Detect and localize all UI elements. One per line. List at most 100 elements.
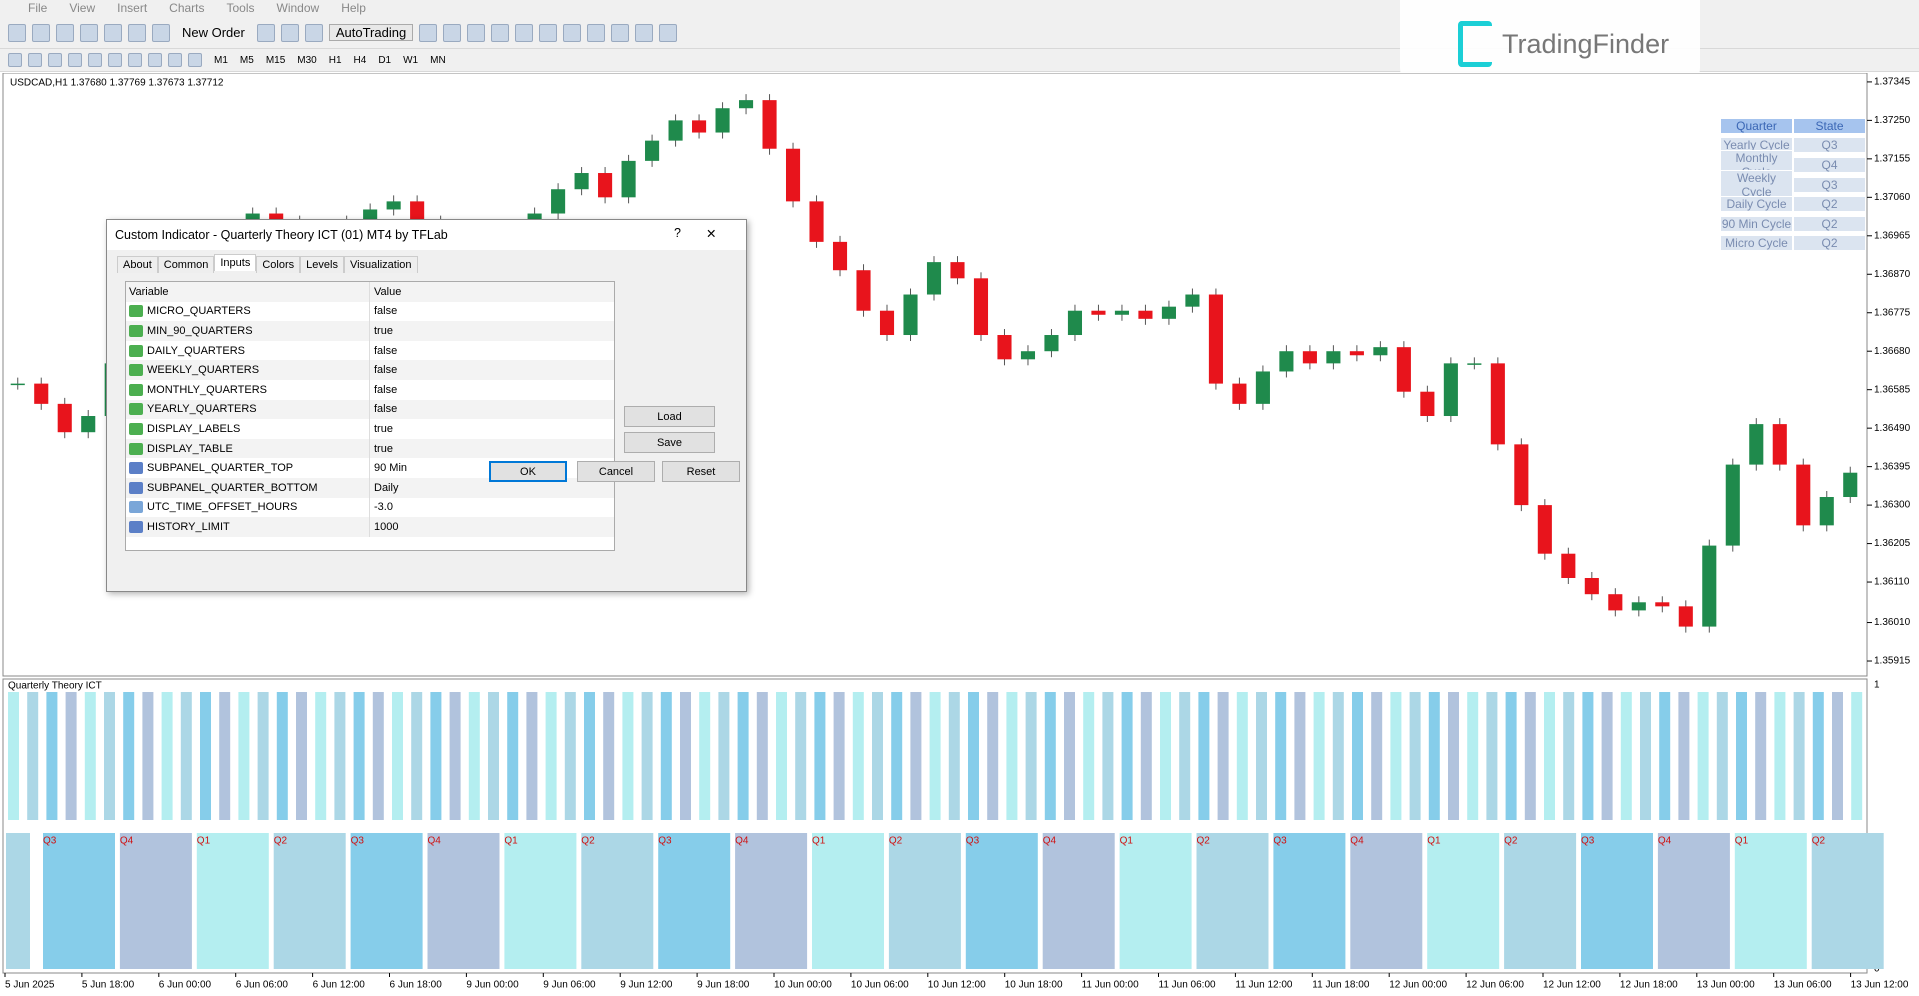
icon[interactable] — [8, 53, 22, 67]
input-value[interactable]: 90 Min — [374, 462, 408, 475]
menu-item[interactable]: Insert — [117, 1, 148, 15]
timeframe-button[interactable]: M15 — [265, 54, 286, 66]
icon[interactable] — [256, 23, 275, 42]
quarter-label: Q2 — [1812, 836, 1826, 847]
input-row[interactable]: MIN_90_QUARTERS true — [126, 321, 614, 341]
icon[interactable] — [515, 23, 534, 42]
input-row[interactable]: SUBPANEL_QUARTER_BOTTOM Daily — [126, 477, 614, 498]
icon[interactable] — [128, 53, 142, 67]
tab[interactable]: Inputs — [214, 254, 257, 271]
input-value[interactable]: -3.0 — [374, 501, 393, 514]
menu-item[interactable]: View — [69, 1, 96, 15]
icon[interactable] — [8, 23, 26, 42]
icon[interactable] — [467, 23, 486, 42]
icon[interactable] — [443, 23, 462, 42]
icon[interactable] — [56, 23, 74, 42]
input-row[interactable]: DISPLAY_TABLE true — [126, 438, 614, 459]
x-tick-label: 13 Jun 06:00 — [1774, 980, 1832, 991]
icon[interactable] — [68, 53, 82, 67]
tab[interactable]: Levels — [300, 256, 344, 273]
icon[interactable] — [108, 53, 122, 67]
menu-item[interactable]: File — [28, 1, 48, 15]
close-button[interactable]: ✕ — [706, 227, 717, 241]
icon[interactable] — [280, 23, 299, 42]
minor-quarter-bar — [1352, 692, 1363, 820]
icon[interactable] — [168, 53, 182, 67]
icon[interactable] — [539, 23, 558, 42]
timeframe-button[interactable]: H4 — [353, 54, 367, 66]
input-value[interactable]: false — [374, 344, 398, 357]
timeframe-button[interactable]: M30 — [297, 54, 317, 66]
input-row[interactable]: DISPLAY_LABELS true — [126, 419, 614, 439]
chart: USDCAD,H1 1.37680 1.37769 1.37673 1.3771… — [2, 73, 1911, 991]
icon[interactable] — [419, 23, 438, 42]
tab[interactable]: About — [117, 256, 158, 273]
load-button[interactable]: Load — [624, 406, 715, 427]
input-value[interactable]: false — [374, 305, 398, 318]
input-value[interactable]: true — [374, 442, 393, 455]
icon[interactable] — [104, 23, 122, 42]
menu-item[interactable]: Tools — [226, 1, 255, 15]
input-row[interactable]: MONTHLY_QUARTERS false — [126, 379, 614, 400]
candle — [1208, 294, 1223, 384]
input-value[interactable]: Daily — [374, 481, 399, 494]
icon[interactable] — [491, 23, 510, 42]
new-order-button[interactable]: New Order — [182, 25, 245, 40]
icon[interactable] — [148, 53, 162, 67]
tab[interactable]: Visualization — [343, 256, 418, 273]
menu-item[interactable]: Window — [276, 1, 320, 15]
timeframe-button[interactable]: D1 — [378, 54, 392, 66]
input-value[interactable]: false — [374, 364, 398, 377]
icon[interactable] — [563, 23, 582, 42]
quarter-block — [43, 833, 115, 969]
timeframe-button[interactable]: M5 — [239, 54, 254, 66]
input-value[interactable]: 1000 — [374, 520, 399, 533]
icon[interactable] — [88, 53, 102, 67]
help-button[interactable]: ? — [674, 226, 681, 240]
icon[interactable] — [188, 53, 202, 67]
menu-item[interactable]: Charts — [169, 1, 205, 15]
input-row[interactable]: SUBPANEL_QUARTER_TOP 90 Min — [126, 458, 614, 478]
input-value[interactable]: true — [374, 422, 393, 435]
menu-item[interactable]: Help — [341, 1, 366, 15]
icon[interactable] — [659, 23, 678, 42]
timeframe-button[interactable]: MN — [430, 54, 446, 66]
icon[interactable] — [48, 53, 62, 67]
cancel-button[interactable]: Cancel — [577, 461, 655, 482]
type-icon — [129, 305, 143, 318]
candle — [1114, 310, 1129, 315]
minor-quarter-bar — [660, 692, 672, 820]
icon[interactable] — [304, 23, 323, 42]
icon[interactable] — [611, 23, 630, 42]
icon[interactable] — [635, 23, 654, 42]
icon[interactable] — [28, 53, 42, 67]
icon[interactable] — [80, 23, 98, 42]
tab[interactable]: Colors — [256, 256, 301, 273]
input-row[interactable]: UTC_TIME_OFFSET_HOURS -3.0 — [126, 497, 614, 518]
input-row[interactable]: WEEKLY_QUARTERS false — [126, 360, 614, 380]
timeframe-button[interactable]: H1 — [328, 54, 342, 66]
input-row[interactable]: YEARLY_QUARTERS false — [126, 399, 614, 420]
reset-button[interactable]: Reset — [662, 461, 740, 482]
ok-button[interactable]: OK — [489, 461, 567, 482]
autotrading-button[interactable]: AutoTrading — [328, 24, 414, 41]
input-value[interactable]: true — [374, 324, 393, 337]
icon[interactable] — [128, 23, 146, 42]
timeframe-button[interactable]: W1 — [403, 54, 419, 66]
input-row[interactable]: MICRO_QUARTERS false — [126, 301, 614, 322]
icon[interactable] — [32, 23, 50, 42]
input-row[interactable]: HISTORY_LIMIT 1000 — [126, 517, 614, 537]
candle — [10, 383, 25, 386]
y-tick-label: 1.36965 — [1874, 230, 1911, 241]
input-value[interactable]: false — [374, 403, 398, 416]
input-row[interactable]: DAILY_QUARTERS false — [126, 340, 614, 361]
icon[interactable] — [152, 23, 170, 42]
timeframe-button[interactable]: M1 — [214, 54, 228, 66]
input-value[interactable]: false — [374, 383, 398, 396]
tab[interactable]: Common — [157, 256, 215, 273]
minor-quarter-bar — [1582, 692, 1594, 820]
quarter-block — [273, 833, 346, 969]
x-tick-label: 9 Jun 00:00 — [466, 980, 519, 991]
save-button[interactable]: Save — [624, 432, 715, 453]
icon[interactable] — [587, 23, 606, 42]
